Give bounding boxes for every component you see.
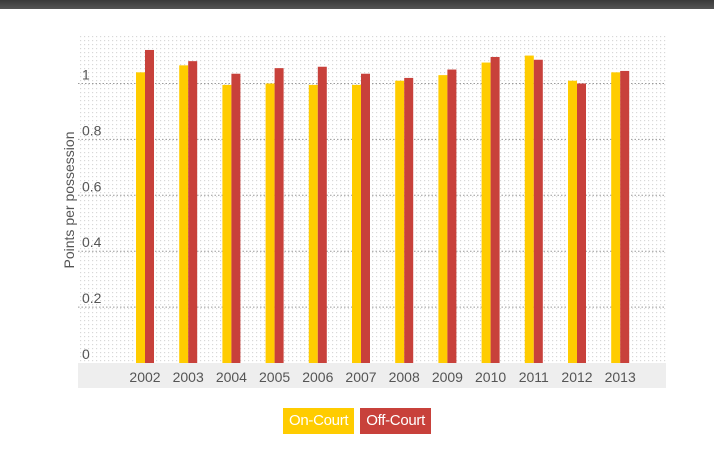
bar-on-court-2007 (352, 84, 361, 364)
bar-on-court-2004 (222, 84, 232, 364)
bar-off-court-2013 (620, 70, 630, 363)
bar-on-court-2008 (395, 80, 405, 363)
legend-item-on-court: On-Court (282, 408, 355, 434)
bar-on-court-2005 (265, 83, 275, 363)
bar-on-court-2010 (481, 62, 491, 364)
y-tick-label: 1 (82, 67, 90, 83)
bar-off-court-2002 (145, 49, 154, 363)
bars (136, 49, 630, 364)
y-tick-label: 0 (82, 346, 90, 362)
x-tick-label: 2007 (345, 369, 376, 385)
bar-off-court-2011 (533, 59, 543, 363)
bar-off-court-2009 (447, 69, 457, 364)
x-tick-label: 2003 (173, 369, 204, 385)
x-tick-label: 2005 (259, 369, 290, 385)
bar-on-court-2006 (308, 84, 318, 364)
bar-off-court-2004 (231, 73, 241, 363)
y-axis-title: Points per possession (61, 132, 77, 269)
bar-on-court-2011 (524, 55, 534, 364)
y-tick-label: 0.6 (82, 178, 102, 194)
x-tick-label: 2010 (475, 369, 506, 385)
window-top-bar (0, 0, 714, 9)
bar-on-court-2012 (568, 80, 577, 363)
x-axis-band (78, 363, 666, 388)
bar-on-court-2002 (136, 72, 145, 363)
x-tick-label: 2011 (519, 369, 549, 385)
bar-off-court-2003 (188, 61, 198, 364)
x-tick-label: 2002 (129, 369, 160, 385)
bar-off-court-2005 (274, 68, 284, 364)
x-axis-ticks: 2002 2003 2004 2005 2006 2007 2008 2009 2010 2011… (129, 369, 636, 385)
x-tick-label: 2009 (432, 369, 463, 385)
x-tick-label: 2013 (605, 369, 636, 385)
bar-off-court-2006 (317, 66, 327, 363)
bar-on-court-2003 (179, 65, 189, 363)
y-axis-ticks: 0 0.2 0.4 0.6 0.8 1 (82, 67, 102, 362)
bar-off-court-2008 (404, 77, 414, 363)
x-tick-label: 2008 (389, 369, 420, 385)
bar-on-court-2013 (611, 72, 621, 363)
x-tick-label: 2006 (302, 369, 333, 385)
x-tick-label: 2004 (216, 369, 247, 385)
legend: On-Court Off-Court (0, 408, 714, 434)
y-tick-label: 0.4 (82, 234, 102, 250)
y-tick-label: 0.2 (82, 290, 102, 306)
bar-off-court-2010 (490, 56, 500, 363)
bar-off-court-2012 (577, 83, 586, 363)
legend-item-off-court: Off-Court (360, 408, 431, 434)
x-tick-label: 2012 (561, 369, 592, 385)
bar-on-court-2009 (438, 75, 448, 363)
y-tick-label: 0.8 (82, 122, 102, 138)
bar-off-court-2007 (361, 73, 370, 363)
